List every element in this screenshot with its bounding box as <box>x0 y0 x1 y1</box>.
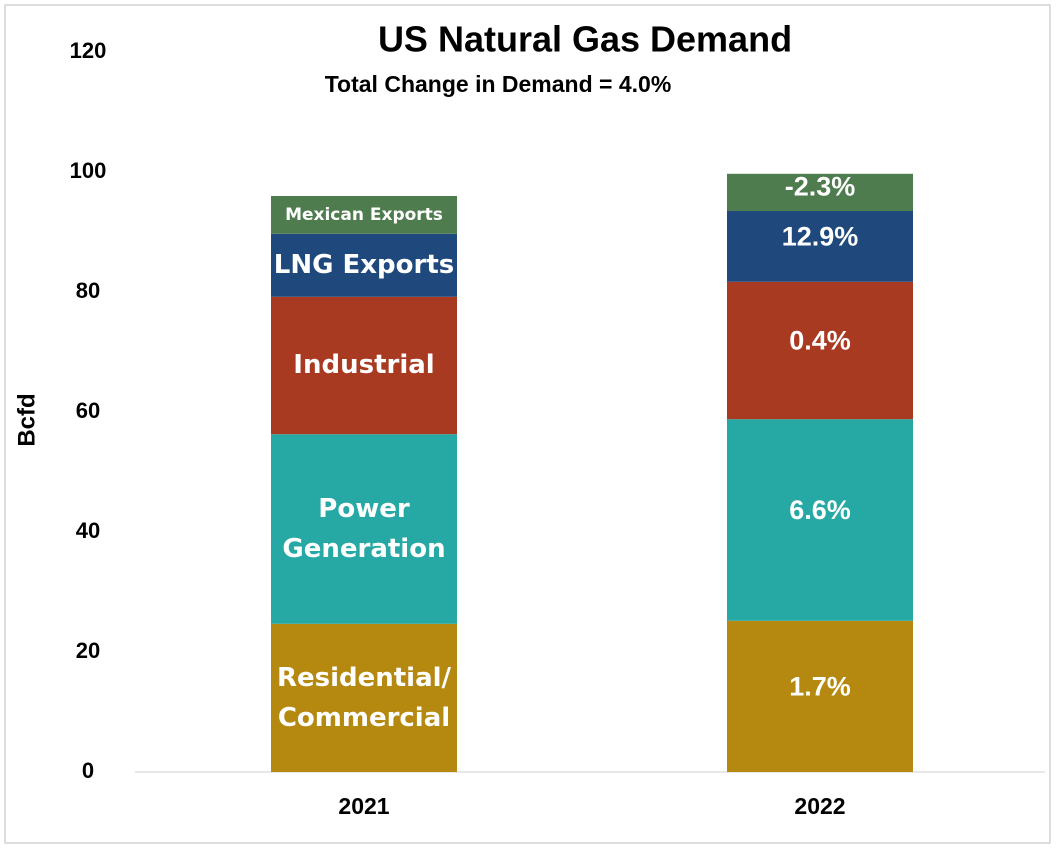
bar-segment <box>271 296 457 435</box>
change-annotation: 1.7% <box>789 672 851 702</box>
chart-subtitle: Total Change in Demand = 4.0% <box>325 71 672 97</box>
bar-segment <box>271 196 457 234</box>
bar-segment <box>727 620 913 772</box>
segment-label-line: Power <box>318 494 410 524</box>
segment-label: Power Generation <box>282 494 445 564</box>
y-tick-label: 40 <box>76 518 100 543</box>
y-axis-label: Bcfd <box>13 393 40 446</box>
segment-label: Residential/Commercial <box>277 662 452 732</box>
segment-label-line: Generation <box>282 534 445 564</box>
change-annotation: 0.4% <box>789 326 851 356</box>
change-annotation: -2.3% <box>785 172 856 202</box>
segment-label-line: Commercial <box>278 702 450 732</box>
y-tick-label: 0 <box>82 758 94 783</box>
bar-segment <box>271 623 457 772</box>
y-tick-label: 80 <box>76 278 100 303</box>
y-tick-label: 100 <box>70 158 107 183</box>
bar-segment <box>727 419 913 621</box>
chart-title: US Natural Gas Demand <box>378 19 792 60</box>
change-annotation: 6.6% <box>789 495 851 525</box>
y-tick-label: 60 <box>76 398 100 423</box>
bar-segment <box>727 211 913 282</box>
bar-segment <box>271 233 457 297</box>
change-annotation: 12.9% <box>782 222 859 252</box>
segment-label: LNG Exports <box>274 250 454 280</box>
x-tick-label: 2021 <box>338 793 389 819</box>
segment-label: Industrial <box>293 350 434 380</box>
bar-segment <box>727 173 913 211</box>
y-tick-label: 120 <box>70 38 107 63</box>
segment-label-line: Residential/ <box>277 662 452 692</box>
segment-label: Mexican Exports <box>285 205 443 225</box>
bar-segment <box>727 281 913 420</box>
y-tick-label: 20 <box>76 638 100 663</box>
chart-border <box>4 4 1051 844</box>
x-tick-label: 2022 <box>794 793 845 819</box>
bar-segment <box>271 434 457 624</box>
